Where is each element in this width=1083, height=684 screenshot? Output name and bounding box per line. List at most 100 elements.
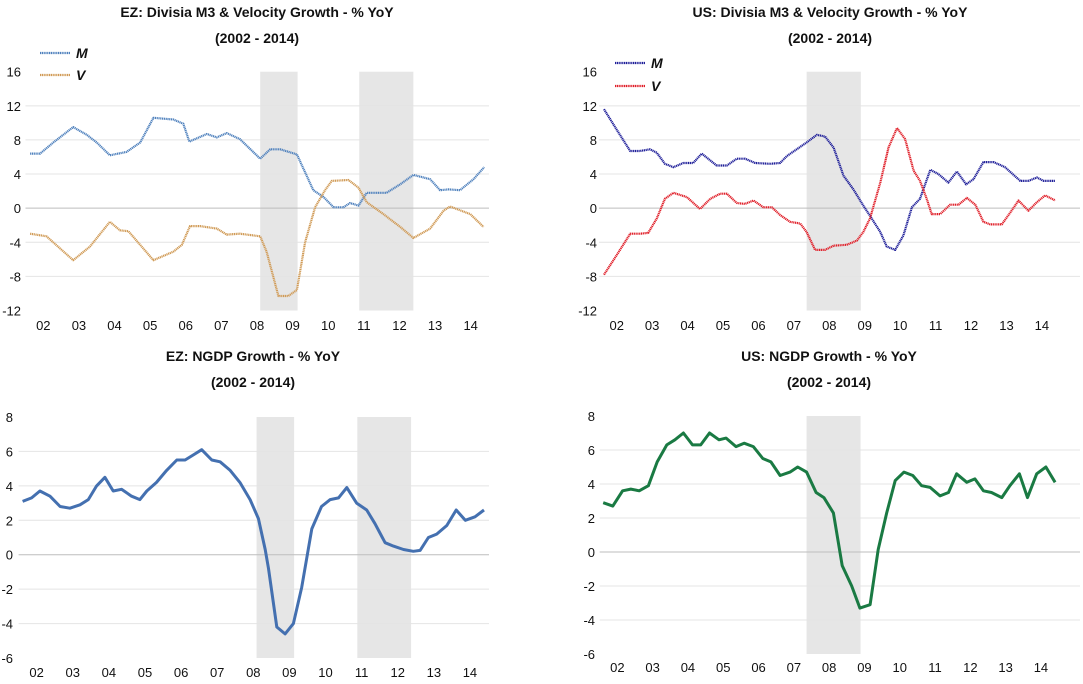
x-tick-label: 08 — [822, 660, 836, 675]
x-tick-label: 08 — [822, 318, 836, 333]
x-tick-label: 14 — [463, 318, 477, 333]
chart-subtitle: (2002 - 2014) — [787, 374, 871, 390]
chart-title: US: NGDP Growth - % YoY — [741, 348, 917, 364]
series-line-v — [603, 126, 1056, 276]
series-line-m — [30, 116, 486, 209]
x-tick-label: 05 — [716, 318, 730, 333]
x-tick-label: 02 — [610, 660, 624, 675]
x-tick-label: 11 — [928, 660, 942, 675]
x-tick-label: 13 — [999, 318, 1013, 333]
x-tick-label: 02 — [29, 665, 43, 680]
y-tick-label: 12 — [583, 99, 597, 114]
y-tick-label: 8 — [588, 409, 595, 424]
y-tick-label: -8 — [585, 269, 597, 284]
x-tick-label: 05 — [716, 660, 730, 675]
y-tick-label: 0 — [14, 201, 21, 216]
panel-us-money-velocity: US: Divisia M3 & Velocity Growth - % YoY… — [578, 4, 1080, 333]
y-tick-label: 16 — [7, 65, 21, 80]
x-tick-label: 07 — [214, 318, 228, 333]
x-tick-label: 05 — [143, 318, 157, 333]
chart-subtitle: (2002 - 2014) — [215, 30, 299, 46]
chart-title: EZ: NGDP Growth - % YoY — [166, 348, 341, 364]
x-tick-label: 05 — [138, 665, 152, 680]
y-tick-label: 8 — [6, 410, 13, 425]
y-tick-label: 16 — [583, 65, 597, 80]
y-tick-label: -4 — [583, 613, 595, 628]
x-tick-label: 11 — [357, 318, 371, 333]
series-line-v — [29, 178, 485, 298]
y-tick-label: 8 — [590, 133, 597, 148]
x-tick-label: 12 — [964, 318, 978, 333]
x-tick-label: 12 — [963, 660, 977, 675]
y-tick-label: 0 — [6, 548, 13, 563]
y-tick-label: -4 — [1, 617, 13, 632]
x-tick-label: 10 — [321, 318, 335, 333]
panel-ez-ngdp: EZ: NGDP Growth - % YoY (2002 - 2014) 8 6… — [1, 348, 489, 680]
x-tick-label: 11 — [355, 665, 369, 680]
chart-subtitle: (2002 - 2014) — [788, 30, 872, 46]
y-tick-label: -2 — [583, 579, 595, 594]
x-tick-label: 04 — [107, 318, 121, 333]
y-tick-label: 0 — [588, 545, 595, 560]
x-tick-label: 11 — [929, 318, 943, 333]
x-tick-label: 09 — [857, 318, 871, 333]
x-tick-label: 02 — [609, 318, 623, 333]
series-line-m — [603, 108, 1056, 251]
x-tick-label: 13 — [998, 660, 1012, 675]
y-tick-label: 0 — [590, 201, 597, 216]
y-tick-label: 6 — [588, 443, 595, 458]
x-tick-label: 13 — [428, 318, 442, 333]
x-tick-label: 03 — [645, 660, 659, 675]
x-tick-label: 14 — [1034, 660, 1048, 675]
y-tick-label: 6 — [6, 444, 13, 459]
y-tick-label: 12 — [7, 99, 21, 114]
x-tick-label: 08 — [250, 318, 264, 333]
x-tick-label: 04 — [681, 660, 695, 675]
y-tick-label: 2 — [588, 511, 595, 526]
recession-shading — [357, 417, 412, 658]
x-tick-label: 14 — [1035, 318, 1049, 333]
x-tick-label: 06 — [179, 318, 193, 333]
x-tick-label: 13 — [427, 665, 441, 680]
y-tick-label: -12 — [2, 304, 21, 319]
y-tick-label: 4 — [14, 167, 21, 182]
x-tick-label: 08 — [246, 665, 260, 680]
y-tick-label: 4 — [588, 477, 595, 492]
x-tick-label: 06 — [174, 665, 188, 680]
y-tick-label: -4 — [585, 235, 597, 250]
legend-label: V — [76, 67, 87, 83]
x-tick-label: 09 — [857, 660, 871, 675]
recession-shading — [260, 71, 298, 311]
x-tick-label: 06 — [751, 660, 765, 675]
x-tick-label: 07 — [210, 665, 224, 680]
x-tick-label: 10 — [318, 665, 332, 680]
chart-title: EZ: Divisia M3 & Velocity Growth - % YoY — [120, 4, 394, 20]
y-tick-label: -8 — [9, 269, 21, 284]
legend-label: M — [76, 45, 88, 61]
x-tick-label: 09 — [282, 665, 296, 680]
x-tick-label: 03 — [72, 318, 86, 333]
y-tick-label: -6 — [583, 647, 595, 662]
panel-ez-money-velocity: EZ: Divisia M3 & Velocity Growth - % YoY… — [2, 4, 489, 333]
x-tick-label: 04 — [680, 318, 694, 333]
x-tick-label: 10 — [893, 318, 907, 333]
y-tick-label: -6 — [1, 651, 13, 666]
series-line-ngdp — [602, 431, 1057, 610]
y-tick-label: -2 — [1, 582, 13, 597]
y-tick-label: 4 — [6, 479, 13, 494]
series-line-ngdp — [22, 448, 485, 636]
x-tick-label: 02 — [36, 318, 50, 333]
x-tick-label: 06 — [751, 318, 765, 333]
y-tick-label: 4 — [590, 167, 597, 182]
x-tick-label: 04 — [102, 665, 116, 680]
recession-shading — [806, 416, 861, 654]
legend-label: M — [651, 55, 663, 71]
x-tick-label: 14 — [463, 665, 477, 680]
x-tick-label: 03 — [645, 318, 659, 333]
recession-shading — [806, 71, 861, 311]
x-tick-label: 12 — [392, 318, 406, 333]
x-tick-label: 12 — [390, 665, 404, 680]
y-tick-label: 2 — [6, 513, 13, 528]
x-tick-label: 03 — [66, 665, 80, 680]
